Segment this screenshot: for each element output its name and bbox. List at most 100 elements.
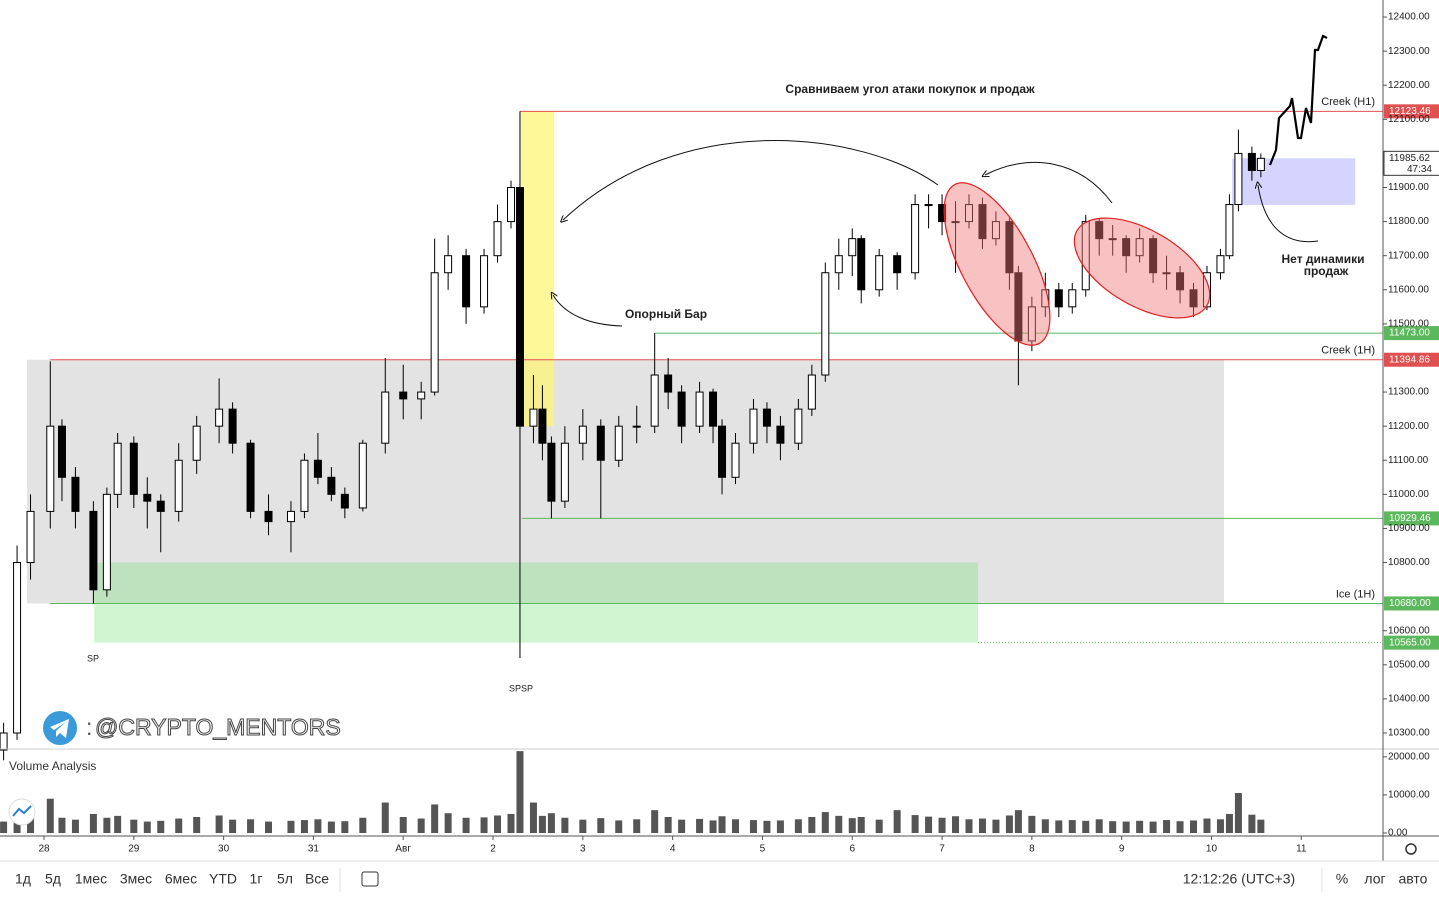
date-range-icon[interactable] — [361, 871, 379, 887]
candle-body — [731, 442, 740, 478]
range-button[interactable]: 1мес — [75, 871, 107, 887]
candle-body — [430, 272, 439, 393]
candle-body — [1005, 221, 1014, 274]
y-tick-label: 10400.00 — [1388, 694, 1430, 705]
level-price-box — [1384, 352, 1439, 367]
range-button[interactable]: 1д — [15, 871, 31, 887]
candle-body — [834, 255, 843, 274]
settings-icon[interactable] — [1405, 843, 1417, 855]
candle-body — [480, 255, 489, 308]
candle-body — [964, 204, 973, 223]
arrow — [1258, 185, 1319, 243]
volume-bar — [193, 817, 201, 833]
volume-bar — [857, 817, 865, 833]
title: Сравниваем угол атаки покупок и продаж — [785, 82, 1035, 96]
volume-bar — [992, 819, 1000, 833]
volume-title: Volume Analysis — [9, 759, 96, 773]
volume-bar — [314, 819, 322, 833]
volume-bar — [399, 817, 407, 833]
candle-body — [614, 425, 623, 461]
volume-bar — [1216, 819, 1224, 833]
candle-body — [1247, 152, 1256, 171]
volume-bar — [215, 815, 223, 833]
volume-bar — [547, 813, 555, 833]
volume-bar — [143, 821, 151, 833]
range-button[interactable]: 3мес — [120, 871, 152, 887]
volume-bar — [327, 821, 335, 833]
candle-body — [215, 408, 224, 427]
x-tick-label: 9 — [1119, 844, 1125, 855]
candle-body — [538, 408, 547, 444]
y-tick-label: 11500.00 — [1388, 319, 1429, 330]
volume-bar — [615, 820, 623, 833]
level-name: Creek (1H) — [1321, 345, 1375, 357]
last-price-box — [1383, 150, 1439, 176]
volume-bar — [103, 817, 111, 833]
telegram-plane — [50, 719, 69, 738]
volume-bar — [561, 817, 569, 833]
scale-option[interactable]: лог — [1364, 871, 1385, 887]
candle-body — [951, 221, 960, 224]
levels: Creek (H1) Creek (1H) Ice (1H) 12123.46 1147… — [50, 96, 1439, 650]
candle-body — [749, 408, 758, 444]
candle-body — [246, 442, 255, 512]
volume-bar — [1005, 815, 1013, 833]
y-tick-label: 11900.00 — [1388, 182, 1429, 193]
candle-body — [1108, 238, 1117, 241]
candle-body — [821, 272, 830, 376]
candle-body — [381, 391, 390, 444]
candle-body — [709, 391, 718, 427]
volume-bar — [58, 817, 66, 833]
volume-bar — [664, 817, 672, 833]
volume-bar — [1041, 819, 1049, 833]
level-price-label: 10929.46 — [1389, 513, 1431, 524]
volume-bar — [1163, 820, 1171, 833]
range-button[interactable]: 1г — [250, 871, 263, 887]
volume-bar — [651, 810, 659, 833]
zones — [26, 111, 1356, 643]
countdown: 47:34 — [1407, 164, 1432, 175]
candle-body — [695, 391, 704, 427]
range-button[interactable]: 6мес — [165, 871, 197, 887]
candle-body — [493, 221, 502, 257]
volume-bar — [579, 819, 587, 833]
volume-bar — [1082, 820, 1090, 833]
range-button[interactable]: 5д — [45, 871, 61, 887]
candle-body — [358, 442, 367, 509]
candle-body — [192, 425, 201, 461]
candle-body — [632, 425, 641, 428]
y-tick-label: 10600.00 — [1388, 625, 1430, 636]
range-button[interactable]: Все — [305, 871, 329, 887]
y-tick-label: 11300.00 — [1388, 387, 1429, 398]
zone — [94, 562, 978, 643]
x-tick-label: 7 — [939, 844, 945, 855]
candle-body — [807, 374, 816, 410]
scale-option[interactable]: % — [1336, 871, 1348, 887]
annotation: SPSP — [509, 683, 533, 693]
candle-body — [399, 391, 408, 400]
annotation: продаж — [1304, 264, 1349, 278]
candle-body — [1225, 204, 1234, 257]
level-price-box — [1384, 635, 1439, 650]
range-button[interactable]: 5л — [277, 871, 293, 887]
y-tick-label: 12300.00 — [1388, 46, 1430, 57]
candle-body — [1162, 272, 1171, 275]
annotation: Опорный Бар — [625, 307, 707, 321]
volume-bar — [157, 820, 165, 833]
volume-bar — [1257, 819, 1265, 833]
arrow — [553, 295, 623, 327]
y-tick-label: 11000.00 — [1388, 489, 1429, 500]
volume-bar — [952, 816, 960, 833]
scale-option[interactable]: авто — [1399, 871, 1428, 887]
volume-bar — [749, 820, 757, 833]
candle-body — [547, 442, 556, 502]
volume-bar — [835, 815, 843, 833]
volume-tick-label: 0.00 — [1388, 828, 1408, 839]
volume-bar — [507, 813, 515, 833]
volume-bar — [247, 819, 255, 833]
range-button[interactable]: YTD — [209, 871, 237, 887]
candle-body — [938, 204, 947, 223]
candle-body — [924, 204, 933, 207]
level-price-label: 12123.46 — [1389, 106, 1431, 117]
